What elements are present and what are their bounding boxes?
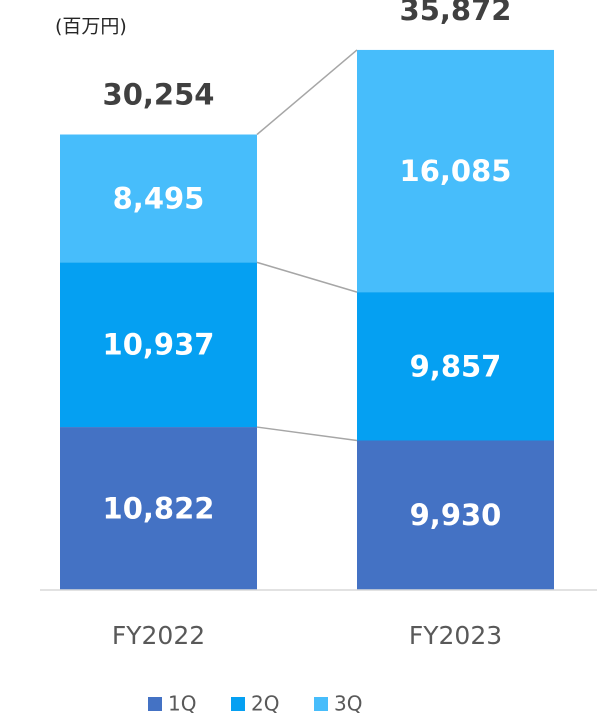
x-tick-label: FY2022	[112, 621, 205, 650]
total-label: 35,872	[400, 0, 512, 27]
legend-swatch	[148, 697, 162, 711]
legend-label: 2Q	[251, 692, 279, 716]
bar-segment	[60, 427, 257, 590]
data-label: 9,930	[410, 498, 502, 532]
connector-line	[256, 426, 358, 442]
bar-segment	[60, 134, 257, 263]
data-label: 8,495	[113, 181, 205, 215]
connector-line	[256, 49, 358, 136]
unit-label: (百万円)	[55, 16, 127, 38]
data-label: 9,857	[410, 349, 502, 383]
bar-segment	[357, 440, 554, 590]
legend-label: 1Q	[168, 692, 196, 716]
bar-segment	[357, 49, 554, 293]
x-tick-label: FY2023	[409, 621, 502, 650]
data-label: 10,822	[103, 492, 215, 526]
legend-label: 3Q	[334, 692, 362, 716]
connector-line	[256, 261, 358, 293]
legend-swatch	[231, 697, 245, 711]
data-label: 10,937	[103, 328, 215, 362]
legend-swatch	[314, 697, 328, 711]
bar-segment	[357, 292, 554, 441]
data-label: 16,085	[400, 154, 512, 188]
bar-segment	[60, 262, 257, 428]
total-label: 30,254	[103, 78, 215, 112]
